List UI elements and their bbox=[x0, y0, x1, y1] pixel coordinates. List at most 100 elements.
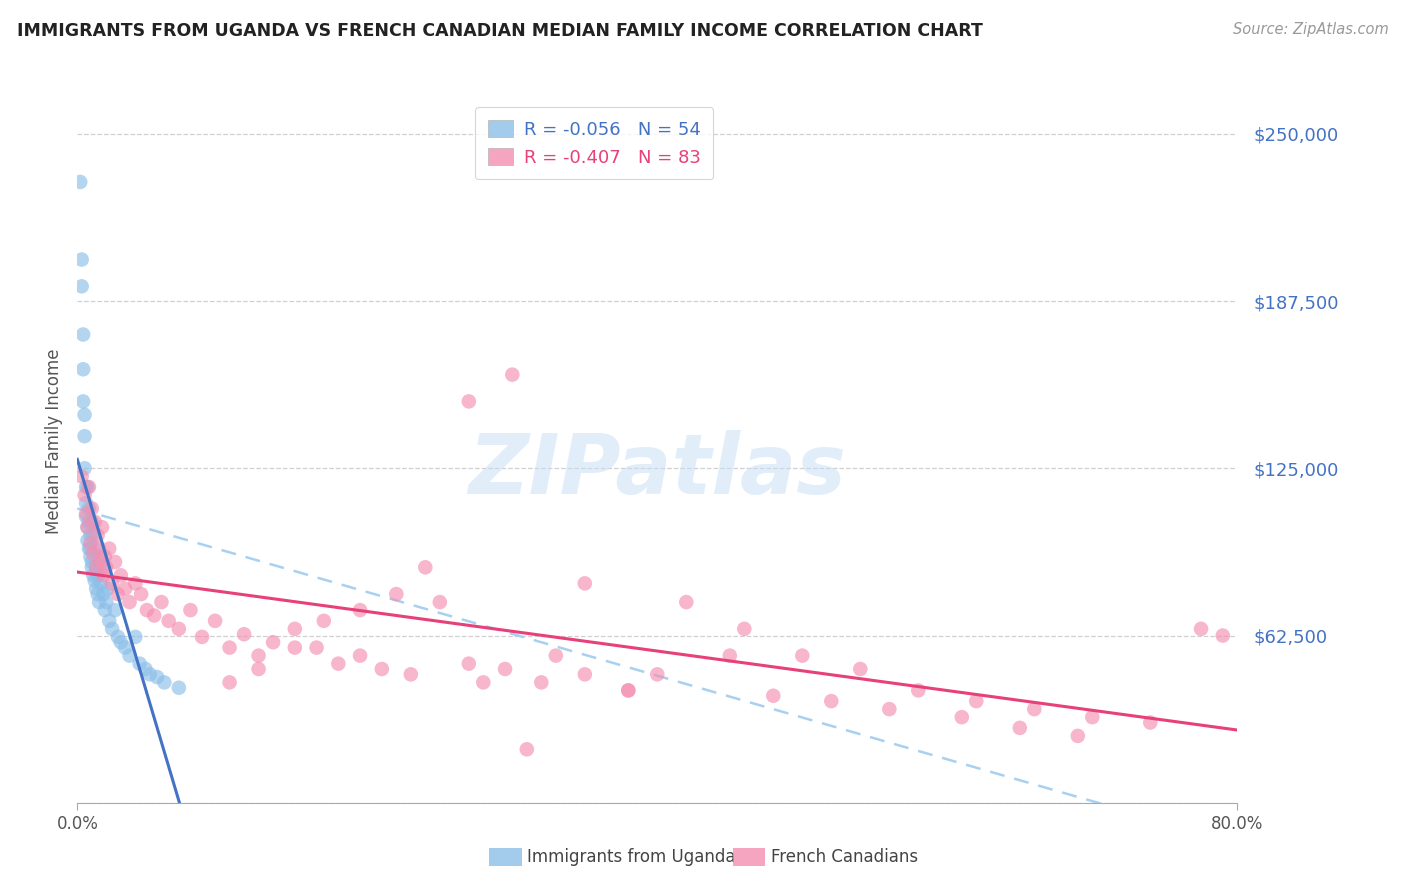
Point bbox=[73, 488, 96, 502]
Point bbox=[284, 640, 307, 655]
Point bbox=[718, 648, 741, 663]
Point bbox=[530, 675, 553, 690]
Point bbox=[118, 648, 141, 663]
Point bbox=[82, 547, 104, 561]
Point bbox=[98, 614, 121, 628]
Point bbox=[136, 603, 159, 617]
Point bbox=[82, 568, 104, 582]
Point bbox=[877, 702, 901, 716]
Point bbox=[79, 549, 101, 564]
Point bbox=[110, 635, 132, 649]
Point bbox=[1081, 710, 1104, 724]
Point bbox=[90, 576, 111, 591]
Text: Source: ZipAtlas.com: Source: ZipAtlas.com bbox=[1233, 22, 1389, 37]
Point bbox=[73, 461, 96, 475]
Point bbox=[86, 568, 108, 582]
Point bbox=[98, 541, 121, 556]
Point bbox=[1212, 628, 1234, 642]
Point bbox=[72, 394, 94, 409]
Text: ZIPatlas: ZIPatlas bbox=[468, 430, 846, 511]
Legend: R = -0.056   N = 54, R = -0.407   N = 83: R = -0.056 N = 54, R = -0.407 N = 83 bbox=[475, 107, 713, 179]
Point bbox=[733, 622, 755, 636]
Point bbox=[907, 683, 929, 698]
Text: Immigrants from Uganda: Immigrants from Uganda bbox=[527, 848, 735, 866]
Point bbox=[501, 368, 523, 382]
Point bbox=[75, 480, 97, 494]
Point bbox=[457, 657, 479, 671]
Point bbox=[73, 429, 96, 443]
Point bbox=[94, 603, 117, 617]
Point bbox=[820, 694, 842, 708]
Point bbox=[80, 555, 103, 569]
Point bbox=[94, 549, 117, 564]
Point bbox=[1024, 702, 1046, 716]
Point bbox=[849, 662, 872, 676]
Point bbox=[143, 608, 166, 623]
Point bbox=[312, 614, 335, 628]
Point bbox=[218, 640, 240, 655]
Point bbox=[762, 689, 785, 703]
Point bbox=[792, 648, 814, 663]
Point bbox=[83, 515, 105, 529]
Point bbox=[83, 541, 105, 556]
Point bbox=[1067, 729, 1090, 743]
Point bbox=[76, 480, 98, 494]
Point bbox=[79, 541, 101, 556]
Point bbox=[76, 520, 98, 534]
Point bbox=[104, 603, 127, 617]
Point bbox=[72, 362, 94, 376]
Point bbox=[75, 509, 97, 524]
Point bbox=[284, 622, 307, 636]
Point bbox=[84, 560, 107, 574]
Point bbox=[191, 630, 214, 644]
Text: IMMIGRANTS FROM UGANDA VS FRENCH CANADIAN MEDIAN FAMILY INCOME CORRELATION CHART: IMMIGRANTS FROM UGANDA VS FRENCH CANADIA… bbox=[17, 22, 983, 40]
Point bbox=[371, 662, 394, 676]
Point bbox=[104, 555, 127, 569]
Point bbox=[385, 587, 408, 601]
Point bbox=[70, 469, 93, 483]
Point bbox=[457, 394, 479, 409]
Text: French Canadians: French Canadians bbox=[770, 848, 918, 866]
Point bbox=[76, 533, 98, 548]
Point bbox=[950, 710, 973, 724]
Point bbox=[107, 630, 129, 644]
Point bbox=[77, 480, 100, 494]
Point bbox=[114, 640, 136, 655]
Point bbox=[87, 549, 110, 564]
Point bbox=[134, 662, 156, 676]
Point bbox=[349, 603, 371, 617]
Point bbox=[494, 662, 516, 676]
Point bbox=[77, 501, 100, 516]
Point bbox=[90, 555, 111, 569]
Point bbox=[77, 541, 100, 556]
Point bbox=[233, 627, 256, 641]
Point bbox=[76, 520, 98, 534]
Point bbox=[124, 630, 146, 644]
Point bbox=[84, 560, 107, 574]
Point bbox=[675, 595, 697, 609]
Point bbox=[129, 587, 152, 601]
Point bbox=[179, 603, 201, 617]
Point bbox=[516, 742, 538, 756]
Point bbox=[472, 675, 495, 690]
Point bbox=[97, 582, 120, 596]
Point bbox=[1189, 622, 1212, 636]
Point bbox=[96, 560, 118, 574]
Point bbox=[75, 507, 97, 521]
Point bbox=[247, 662, 270, 676]
Point bbox=[429, 595, 451, 609]
Point bbox=[574, 667, 596, 681]
Point bbox=[124, 576, 146, 591]
Point bbox=[80, 560, 103, 574]
Point bbox=[96, 595, 118, 609]
Point bbox=[75, 496, 97, 510]
Point bbox=[101, 622, 124, 636]
Point bbox=[79, 536, 101, 550]
Point bbox=[79, 528, 101, 542]
Y-axis label: Median Family Income: Median Family Income bbox=[45, 349, 63, 534]
Point bbox=[128, 657, 150, 671]
Point bbox=[70, 252, 93, 267]
Point bbox=[83, 574, 105, 588]
Point bbox=[204, 614, 226, 628]
Point bbox=[965, 694, 987, 708]
